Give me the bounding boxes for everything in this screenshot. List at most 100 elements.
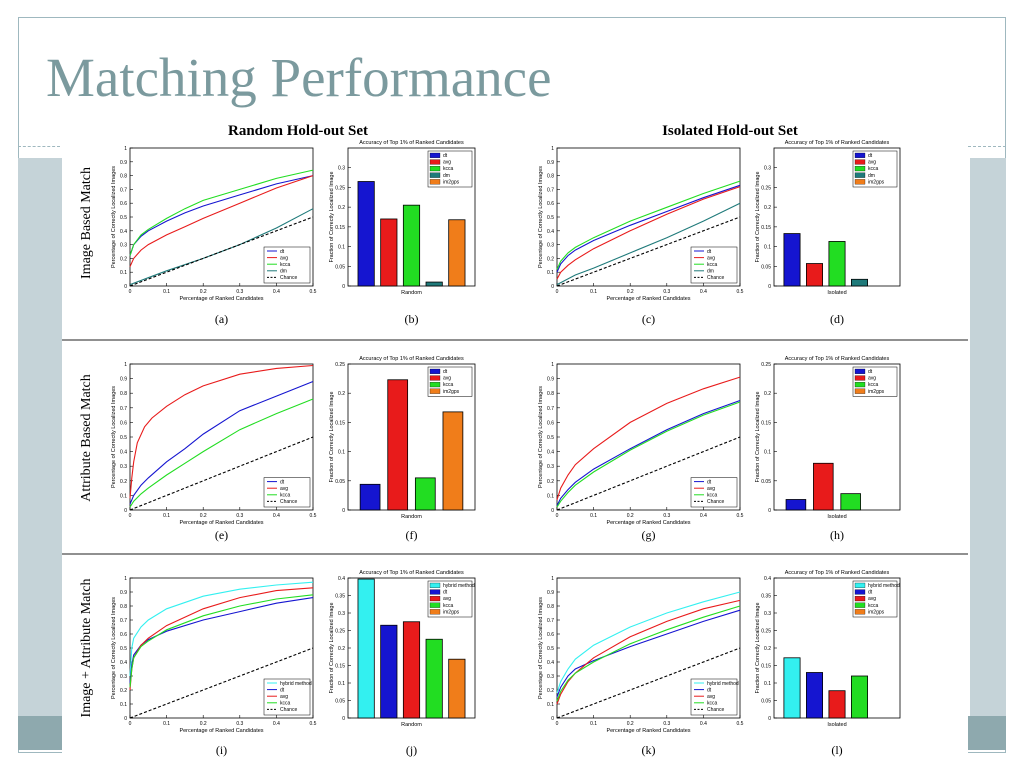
legend-label: Chance	[280, 275, 297, 281]
y-tick-label: 0.2	[547, 256, 554, 262]
chart-f: 0 0.05 0.1 0.15 0.2 0.25 Fraction of Correctly…	[329, 356, 476, 542]
y-tick-label: 0.6	[547, 420, 554, 426]
panel-label: (g)	[642, 528, 656, 542]
y-tick-label: 0	[768, 284, 771, 290]
legend-label: dm	[280, 269, 287, 275]
x-tick-label: 0.2	[200, 513, 207, 519]
y-tick-label: 0.5	[120, 435, 127, 441]
legend-label: im2gps	[443, 179, 460, 185]
x-tick-label: 0.1	[590, 721, 597, 727]
legend-box	[263, 477, 311, 508]
y-tick-label: 1	[551, 576, 554, 582]
column-title-random: Random Hold-out Set	[228, 123, 368, 139]
y-tick-label: 0	[342, 716, 345, 722]
y-axis-label: Percentage of Correctly Localized Images	[538, 166, 544, 268]
column-title-isolated: Isolated Hold-out Set	[662, 123, 798, 139]
panel-label: (c)	[642, 312, 655, 326]
y-tick-label: 0.1	[338, 450, 345, 456]
y-tick-label: 0.1	[547, 493, 554, 499]
y-axis-label: Fraction of Correctly Localized Image	[329, 602, 335, 693]
y-tick-label: 0.3	[120, 674, 127, 680]
y-tick-label: 0.15	[335, 664, 345, 670]
y-tick-label: 0.7	[547, 187, 554, 193]
x-tick-label: 0.5	[737, 513, 744, 519]
y-tick-label: 0.2	[120, 256, 127, 262]
legend-label: Chance	[280, 707, 297, 713]
legend-label: im2gps	[868, 179, 885, 185]
y-tick-label: 1	[124, 576, 127, 582]
x-axis-label: Random	[401, 290, 422, 296]
y-tick-label: 0.1	[120, 493, 127, 499]
legend-label: Chance	[707, 499, 724, 505]
legend-swatch	[429, 368, 441, 374]
y-tick-label: 0.2	[120, 479, 127, 485]
y-tick-label: 0.1	[547, 270, 554, 276]
y-tick-label: 0.4	[547, 660, 554, 666]
y-tick-label: 0.05	[335, 479, 345, 485]
y-tick-label: 0.3	[764, 166, 771, 172]
legend-label: avg	[280, 694, 288, 700]
x-tick-label: 0.5	[737, 289, 744, 295]
chart-k: 0 0.1 0.2 0.3 0.4 0.5 0.6 0.7 0.8 0.9 1 Percentage …	[538, 576, 744, 757]
bar-avg	[387, 379, 409, 511]
y-tick-label: 0.05	[335, 264, 345, 270]
legend-swatch	[854, 582, 866, 588]
panel-label: (b)	[405, 312, 419, 326]
series-line-kcca	[129, 594, 314, 688]
y-tick-label: 1	[124, 146, 127, 152]
y-tick-label: 0.05	[761, 699, 771, 705]
y-tick-label: 0.15	[761, 420, 771, 426]
legend-label: dt	[707, 249, 712, 255]
legend-swatch	[429, 179, 441, 185]
x-tick-label: 0.1	[163, 721, 170, 727]
y-tick-label: 0	[768, 508, 771, 514]
y-tick-label: 0.5	[547, 435, 554, 441]
legend-label: avg	[707, 694, 715, 700]
series-line-kcca	[556, 180, 741, 270]
y-tick-label: 0.4	[764, 576, 771, 582]
y-tick-label: 1	[551, 146, 554, 152]
legend-swatch	[429, 375, 441, 381]
bar-dt	[783, 233, 801, 287]
legend-swatch	[854, 166, 866, 172]
x-axis-label: Isolated	[827, 722, 846, 728]
y-tick-label: 0.2	[120, 688, 127, 694]
y-tick-label: 0.5	[547, 215, 554, 221]
x-tick-label: 0	[556, 513, 559, 519]
panel-label: (i)	[216, 743, 227, 757]
series-line-hybrid-method	[129, 581, 314, 677]
legend-swatch	[429, 388, 441, 394]
chart-i: 0 0.1 0.2 0.3 0.4 0.5 0.6 0.7 0.8 0.9 1 Percentage …	[111, 576, 317, 757]
legend-label: dt	[443, 369, 448, 375]
legend-label: avg	[443, 376, 451, 382]
legend-swatch	[429, 166, 441, 172]
x-axis-label: Percentage of Ranked Candidates	[606, 728, 690, 734]
panel-label: (f)	[406, 528, 418, 542]
y-tick-label: 0.3	[764, 611, 771, 617]
bar-kcca	[828, 241, 846, 287]
y-tick-label: 0	[342, 508, 345, 514]
bar-kcca	[402, 204, 421, 287]
legend-label: dm	[868, 173, 875, 179]
bar-dm	[425, 281, 443, 287]
chart-l: 0 0.05 0.1 0.15 0.2 0.25 0.3 0.35 0.4 Fraction of…	[755, 570, 901, 757]
y-tick-label: 0.7	[547, 406, 554, 412]
y-tick-label: 0.4	[120, 229, 127, 235]
legend-swatch	[854, 172, 866, 178]
y-tick-label: 0.1	[120, 702, 127, 708]
legend-label: kcca	[868, 382, 879, 388]
y-tick-label: 0.15	[761, 664, 771, 670]
legend-label: kcca	[280, 262, 291, 268]
chart-title: Accuracy of Top 1% of Ranked Candidates	[785, 140, 890, 146]
row-title: Image Based Match	[79, 167, 94, 279]
legend-label: avg	[868, 160, 876, 166]
legend-label: dt	[280, 479, 285, 485]
bar-kcca	[851, 675, 869, 719]
legend-label: avg	[280, 486, 288, 492]
y-tick-label: 0.3	[338, 611, 345, 617]
y-axis-label: Percentage of Correctly Localized Images	[538, 597, 544, 699]
x-tick-label: 0.4	[700, 721, 707, 727]
y-axis-label: Percentage of Correctly Localized Images	[111, 597, 117, 699]
y-tick-label: 0.15	[335, 420, 345, 426]
